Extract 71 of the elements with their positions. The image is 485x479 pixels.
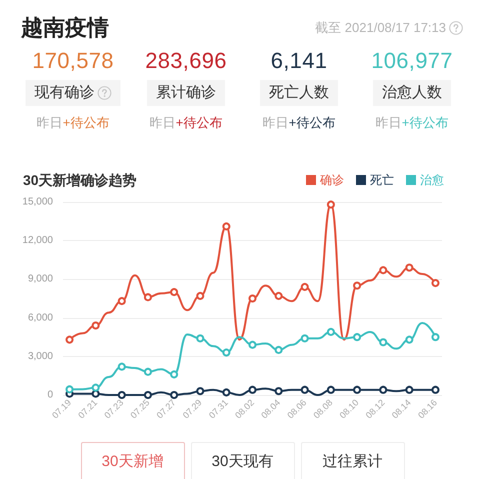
point <box>274 292 283 300</box>
point <box>248 294 256 302</box>
text: 昨日+待公布 <box>150 114 222 132</box>
text: 截至 2021/08/17 17:13 <box>315 19 446 37</box>
point <box>248 340 256 349</box>
tab: 30天新增 <box>80 442 184 479</box>
point <box>170 370 178 378</box>
tab: 过往累计 <box>300 442 404 479</box>
point <box>379 338 388 346</box>
point <box>274 346 283 354</box>
y-tick-label: 15,000 <box>22 196 54 208</box>
point <box>144 368 152 376</box>
point <box>196 387 204 396</box>
point <box>144 391 152 399</box>
point <box>431 386 440 394</box>
legend-label: 死亡 <box>370 173 394 187</box>
point <box>222 222 230 230</box>
point <box>92 390 100 398</box>
chart-title: 30天新增确诊趋势 <box>23 172 137 188</box>
text: 170,578 <box>32 47 114 75</box>
point <box>118 362 126 371</box>
point <box>196 334 204 342</box>
y-tick-label: 0 <box>47 390 54 400</box>
point <box>274 387 283 396</box>
point <box>92 384 100 392</box>
legend-label: 治愈 <box>420 173 444 187</box>
point <box>431 279 440 288</box>
point <box>405 386 414 394</box>
point <box>92 322 100 330</box>
point <box>118 297 126 306</box>
point <box>326 386 335 394</box>
point <box>144 293 152 302</box>
legend-label: 确诊 <box>319 173 344 187</box>
point <box>222 348 230 357</box>
point <box>300 334 309 342</box>
point <box>248 386 256 394</box>
text: 6,141 <box>270 47 328 75</box>
point <box>353 386 362 394</box>
point <box>431 333 440 342</box>
point <box>118 391 126 399</box>
y-tick-label: 3,000 <box>28 350 54 362</box>
tab: 30天现有 <box>190 442 294 479</box>
text: 昨日+待公布 <box>376 114 448 132</box>
point <box>379 386 388 394</box>
point <box>379 266 388 274</box>
text: 累计确诊 <box>156 83 216 103</box>
point <box>326 328 335 336</box>
text: 治愈人数 <box>382 83 442 103</box>
point <box>196 292 204 300</box>
text: 昨日+待公布 <box>36 114 110 132</box>
point <box>300 386 309 394</box>
point <box>222 388 230 396</box>
point <box>405 336 414 344</box>
text: 283,696 <box>145 47 227 75</box>
text: 昨日+待公布 <box>262 114 336 132</box>
text: 现有确诊 <box>34 83 94 103</box>
text: 106,977 <box>371 47 453 75</box>
point <box>170 288 178 296</box>
point <box>353 333 362 342</box>
point <box>66 385 74 394</box>
point <box>353 282 362 290</box>
y-tick-label: 6,000 <box>28 312 54 324</box>
text: 越南疫情 <box>21 14 109 42</box>
point <box>66 336 74 344</box>
text: 死亡人数 <box>269 83 329 103</box>
point <box>405 264 414 272</box>
point <box>170 391 178 399</box>
point <box>326 200 335 209</box>
y-tick-label: 12,000 <box>22 235 54 246</box>
point <box>300 282 309 291</box>
y-tick-label: 9,000 <box>28 274 54 285</box>
